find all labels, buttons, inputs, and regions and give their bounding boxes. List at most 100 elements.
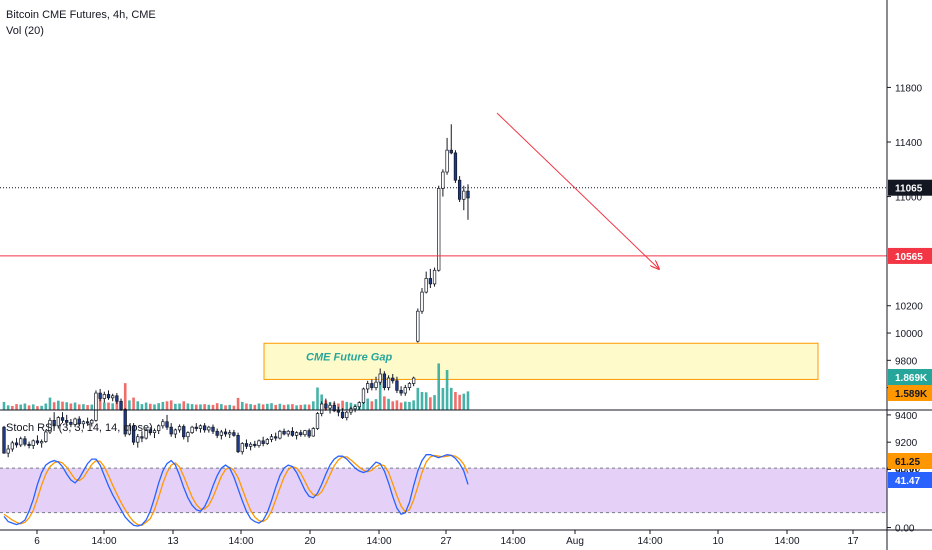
candle	[449, 124, 453, 155]
volume-bar	[391, 401, 395, 410]
volume-bar	[307, 404, 311, 410]
time-tick-label: 10	[712, 536, 724, 547]
candle	[123, 408, 127, 437]
candle	[457, 176, 462, 203]
volume-bar	[123, 383, 127, 410]
time-tick-label: 6	[34, 536, 40, 547]
candle	[411, 376, 416, 387]
volume-bar	[15, 404, 18, 410]
stoch-rsi-indicator-label: Stoch RSI (3, 3, 14, 14, close)	[6, 422, 153, 434]
volume-badge-1: 1.869K	[888, 369, 932, 385]
candle	[453, 150, 458, 183]
candle	[77, 416, 81, 426]
candle	[177, 424, 182, 433]
candle	[445, 137, 449, 175]
candle	[315, 412, 320, 430]
volume-bar	[215, 403, 219, 410]
candle	[94, 390, 98, 422]
volume-bar	[77, 404, 81, 410]
time-tick-label: 13	[167, 536, 179, 547]
candle	[81, 420, 86, 429]
candle	[294, 431, 299, 440]
volume-bar	[383, 396, 386, 410]
current-price-badge-label: 11065	[895, 184, 923, 195]
candle	[215, 428, 219, 439]
candle	[52, 412, 56, 429]
volume-bar	[61, 401, 64, 410]
time-tick-label: 20	[304, 536, 316, 547]
candle	[6, 444, 10, 458]
price-tick-label: 10200	[895, 302, 923, 313]
candle	[131, 423, 136, 445]
volume-bar	[433, 395, 436, 410]
volume-bar	[203, 404, 206, 410]
candle	[274, 432, 278, 441]
candle	[437, 185, 441, 272]
volume-bar	[57, 400, 60, 410]
volume-bar	[165, 401, 169, 410]
time-tick-label: 14:00	[228, 536, 253, 547]
volume-bar	[462, 393, 466, 410]
projection-arrow[interactable]	[496, 112, 659, 269]
candle	[173, 428, 178, 439]
candle	[186, 431, 190, 443]
volume-bar	[412, 400, 415, 410]
candle	[462, 185, 466, 211]
price-tick-label: 9400	[895, 411, 918, 422]
volume-bar	[44, 403, 48, 410]
volume-bar	[341, 400, 344, 410]
candle	[228, 429, 232, 439]
volume-bar	[11, 405, 14, 410]
volume-bar	[349, 402, 353, 410]
candle	[194, 423, 198, 432]
volume-bar	[52, 402, 56, 410]
candle	[424, 271, 428, 294]
candle	[56, 416, 60, 429]
stoch-d-line	[3, 454, 469, 526]
candle	[202, 423, 207, 433]
volume-bar	[261, 404, 265, 410]
volume-bar	[466, 391, 470, 410]
volume-bar	[31, 404, 35, 410]
stoch-k-value: 41.47	[895, 476, 920, 487]
volume-bar	[115, 401, 119, 410]
time-tick-label: 17	[847, 536, 859, 547]
candle	[265, 438, 269, 445]
candle	[420, 287, 424, 314]
candle	[69, 418, 73, 428]
candle	[253, 440, 257, 448]
candle	[432, 267, 437, 287]
candle	[416, 308, 420, 343]
candle	[441, 169, 445, 197]
volume-bar	[98, 398, 102, 410]
candle	[98, 388, 102, 402]
volume-bar	[253, 404, 257, 410]
candle	[299, 429, 303, 437]
volume-bar	[144, 402, 148, 410]
volume-bar	[6, 405, 10, 410]
candle	[219, 429, 224, 440]
candle	[65, 414, 69, 426]
volume-bar	[169, 400, 173, 410]
candle	[60, 412, 65, 424]
stoch-k-badge: 41.47	[888, 472, 932, 488]
candle	[403, 384, 407, 396]
volume-bar	[274, 404, 277, 410]
candle	[211, 424, 215, 435]
candle	[169, 423, 173, 437]
time-tick-label: 14:00	[366, 536, 391, 547]
candle	[374, 376, 378, 391]
candle	[257, 439, 261, 448]
volume-bar	[140, 404, 144, 410]
volume-bar	[429, 397, 432, 410]
volume-bar	[366, 398, 369, 410]
candle	[395, 376, 399, 394]
candle	[282, 428, 286, 436]
candle	[182, 424, 186, 440]
volume-bar	[2, 401, 6, 410]
time-tick-label: Aug	[566, 536, 584, 547]
cme-gap-box[interactable]	[263, 342, 819, 380]
time-tick-label: 14:00	[91, 536, 116, 547]
candle	[278, 429, 282, 440]
